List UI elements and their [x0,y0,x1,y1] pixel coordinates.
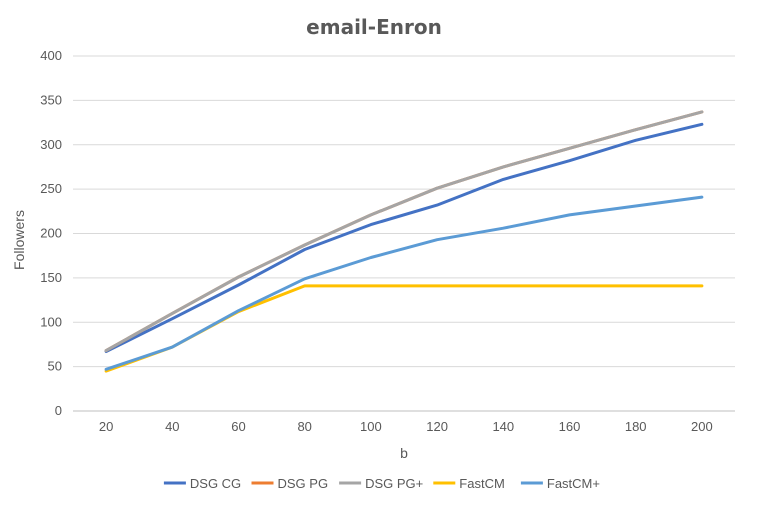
x-tick-label: 200 [691,419,713,434]
series-line [104,110,704,353]
y-axis-ticks: 0 50 100 150 200 250 300 350 400 [40,48,62,418]
y-tick-label: 300 [40,137,62,152]
series-line [104,284,704,373]
y-tick-label: 350 [40,92,62,107]
legend-item: DSG PG [251,476,329,491]
x-tick-label: 140 [492,419,514,434]
x-tick-label: 20 [99,419,113,434]
y-tick-label: 250 [40,181,62,196]
y-tick-label: 150 [40,270,62,285]
x-tick-label: 100 [360,419,382,434]
legend-item: DSG CG [163,476,241,491]
x-axis-label: b [400,445,408,461]
y-tick-label: 200 [40,226,62,241]
series-line [104,122,704,353]
x-axis-ticks: 20 40 60 80 100 120 140 160 180 200 [99,419,713,434]
y-axis-label: Followers [11,210,27,270]
legend-item: DSG PG+ [339,476,423,491]
chart-title: email-Enron [306,15,442,39]
y-tick-label: 50 [48,359,62,374]
legend-label: DSG CG [190,476,241,491]
x-tick-label: 120 [426,419,448,434]
x-tick-label: 180 [625,419,647,434]
x-tick-label: 160 [559,419,581,434]
series-line [104,195,704,371]
y-tick-label: 400 [40,48,62,63]
grid-lines [73,55,735,412]
x-tick-label: 40 [165,419,179,434]
legend-label: FastCM+ [547,476,600,491]
legend-item: FastCM+ [520,476,600,491]
legend-label: DSG PG [278,476,329,491]
legend-label: FastCM [459,476,505,491]
legend-label: DSG PG+ [365,476,423,491]
plot-area [104,110,704,373]
x-tick-label: 60 [231,419,245,434]
y-tick-label: 0 [55,403,62,418]
legend: DSG CG DSG PG DSG PG+ FastCM FastCM+ [163,476,600,491]
y-tick-label: 100 [40,314,62,329]
x-tick-label: 80 [297,419,311,434]
legend-item: FastCM [433,476,505,491]
